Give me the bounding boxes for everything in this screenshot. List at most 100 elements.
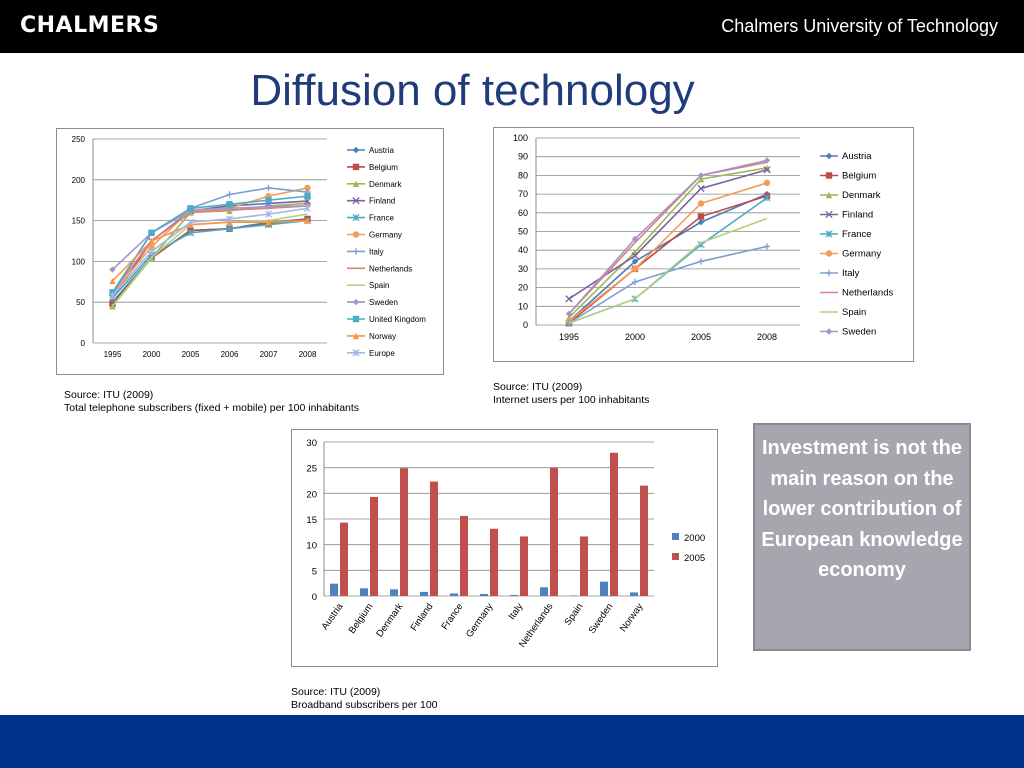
data-point xyxy=(226,201,233,208)
legend-label: France xyxy=(369,214,394,223)
legend: 2000 2005 xyxy=(672,533,705,564)
bar-2005 xyxy=(550,467,558,596)
data-point xyxy=(631,258,639,265)
header-bar: CHALMERS Chalmers University of Technolo… xyxy=(0,0,1024,53)
legend-label: United Kingdom xyxy=(369,315,426,324)
data-point xyxy=(631,252,639,260)
y-tick-label: 70 xyxy=(518,189,528,199)
data-point xyxy=(148,237,155,245)
callout-box: Investment is not the main reason on the… xyxy=(753,423,971,651)
legend-label: Spain xyxy=(842,307,866,318)
x-tick-label: Belgium xyxy=(347,601,376,635)
bar-2000 xyxy=(540,587,548,596)
chart-axes: 0 10 20 30 40 50 60 70 80 90 100 1995 2000 2005 2008 xyxy=(513,133,800,342)
legend-label: Sweden xyxy=(369,298,398,307)
data-point xyxy=(225,215,234,223)
legend-marker xyxy=(825,230,833,238)
chart-axes: 0 50 100 150 200 250 1995 2000 2005 2006 2007 2008 xyxy=(72,135,327,359)
bar-2000 xyxy=(510,594,518,596)
data-point xyxy=(697,213,705,220)
legend-label: France xyxy=(842,229,872,240)
legend-label: Denmark xyxy=(842,190,881,201)
bar-2000 xyxy=(450,593,458,596)
x-tick-label: Italy xyxy=(506,601,525,622)
legend-marker xyxy=(825,250,833,257)
data-point xyxy=(763,166,771,174)
series-line xyxy=(111,205,308,271)
legend-label: Finland xyxy=(369,197,395,206)
data-point xyxy=(264,210,273,218)
legend-marker xyxy=(352,298,360,306)
legend-marker xyxy=(352,332,360,340)
data-point xyxy=(109,289,116,296)
bar-2000 xyxy=(630,592,638,596)
legend-marker xyxy=(352,213,360,222)
data-point xyxy=(225,225,234,233)
data-point xyxy=(763,157,771,164)
legend-label: Italy xyxy=(842,268,860,279)
legend-label: Netherlands xyxy=(842,288,893,299)
y-tick-label: 5 xyxy=(312,566,317,577)
data-point xyxy=(226,205,233,212)
y-tick-label: 15 xyxy=(306,515,317,526)
y-tick-label: 150 xyxy=(72,217,86,226)
series-line xyxy=(568,161,768,315)
x-tick-label: 2007 xyxy=(260,350,278,359)
y-tick-label: 20 xyxy=(518,283,528,293)
data-point xyxy=(108,292,117,300)
legend-label: Europe xyxy=(369,349,395,358)
bar-2000 xyxy=(570,595,578,596)
data-point xyxy=(697,200,705,207)
data-point xyxy=(697,172,705,179)
legend-marker xyxy=(352,197,360,205)
x-tick-label: Norway xyxy=(618,601,646,634)
y-tick-label: 10 xyxy=(518,301,528,311)
legend-marker xyxy=(352,146,360,154)
y-tick-label: 10 xyxy=(306,541,317,552)
x-tick-label: 2000 xyxy=(625,332,645,342)
series-group xyxy=(565,157,771,327)
data-point xyxy=(697,184,705,193)
legend-marker xyxy=(352,231,360,238)
legend-label: Austria xyxy=(369,146,394,155)
legend: Austria Belgium Denmark Finland France German… xyxy=(347,146,426,358)
data-point xyxy=(226,219,233,226)
x-tick-label: Germany xyxy=(464,601,496,640)
x-tick-label: 2006 xyxy=(221,350,239,359)
y-tick-label: 25 xyxy=(306,464,317,475)
data-point xyxy=(304,184,311,192)
legend-swatch xyxy=(672,553,679,560)
legend-marker xyxy=(825,269,833,277)
data-point xyxy=(148,243,155,250)
x-tick-label: 2005 xyxy=(182,350,200,359)
footer-bar xyxy=(0,715,1024,768)
legend-label: Belgium xyxy=(369,163,398,172)
legend-label: Belgium xyxy=(842,171,876,182)
telephone-source: Source: ITU (2009) Total telephone subsc… xyxy=(64,389,359,415)
y-tick-label: 50 xyxy=(76,298,85,307)
legend-marker xyxy=(825,172,833,179)
data-point xyxy=(109,277,116,285)
data-point xyxy=(148,229,155,237)
x-tick-label: Denmark xyxy=(374,601,405,639)
legend: Austria Belgium Denmark Finland France German… xyxy=(820,151,893,338)
y-tick-label: 40 xyxy=(518,245,528,255)
bar-2005 xyxy=(610,452,618,596)
y-tick-label: 0 xyxy=(312,592,317,603)
data-point xyxy=(565,310,573,317)
bar-2000 xyxy=(390,589,398,596)
y-tick-label: 100 xyxy=(72,257,86,266)
legend-marker xyxy=(352,248,360,255)
x-tick-label: 2005 xyxy=(691,332,711,342)
series-line xyxy=(568,159,768,315)
y-tick-label: 100 xyxy=(513,133,528,143)
y-tick-label: 200 xyxy=(72,176,86,185)
y-tick-label: 0 xyxy=(81,339,86,348)
chalmers-logo: CHALMERS xyxy=(20,13,160,38)
data-point xyxy=(109,266,116,273)
university-name: Chalmers University of Technology xyxy=(721,16,998,36)
data-point xyxy=(697,175,705,183)
data-point xyxy=(697,258,705,265)
x-tick-label: 2000 xyxy=(143,350,161,359)
